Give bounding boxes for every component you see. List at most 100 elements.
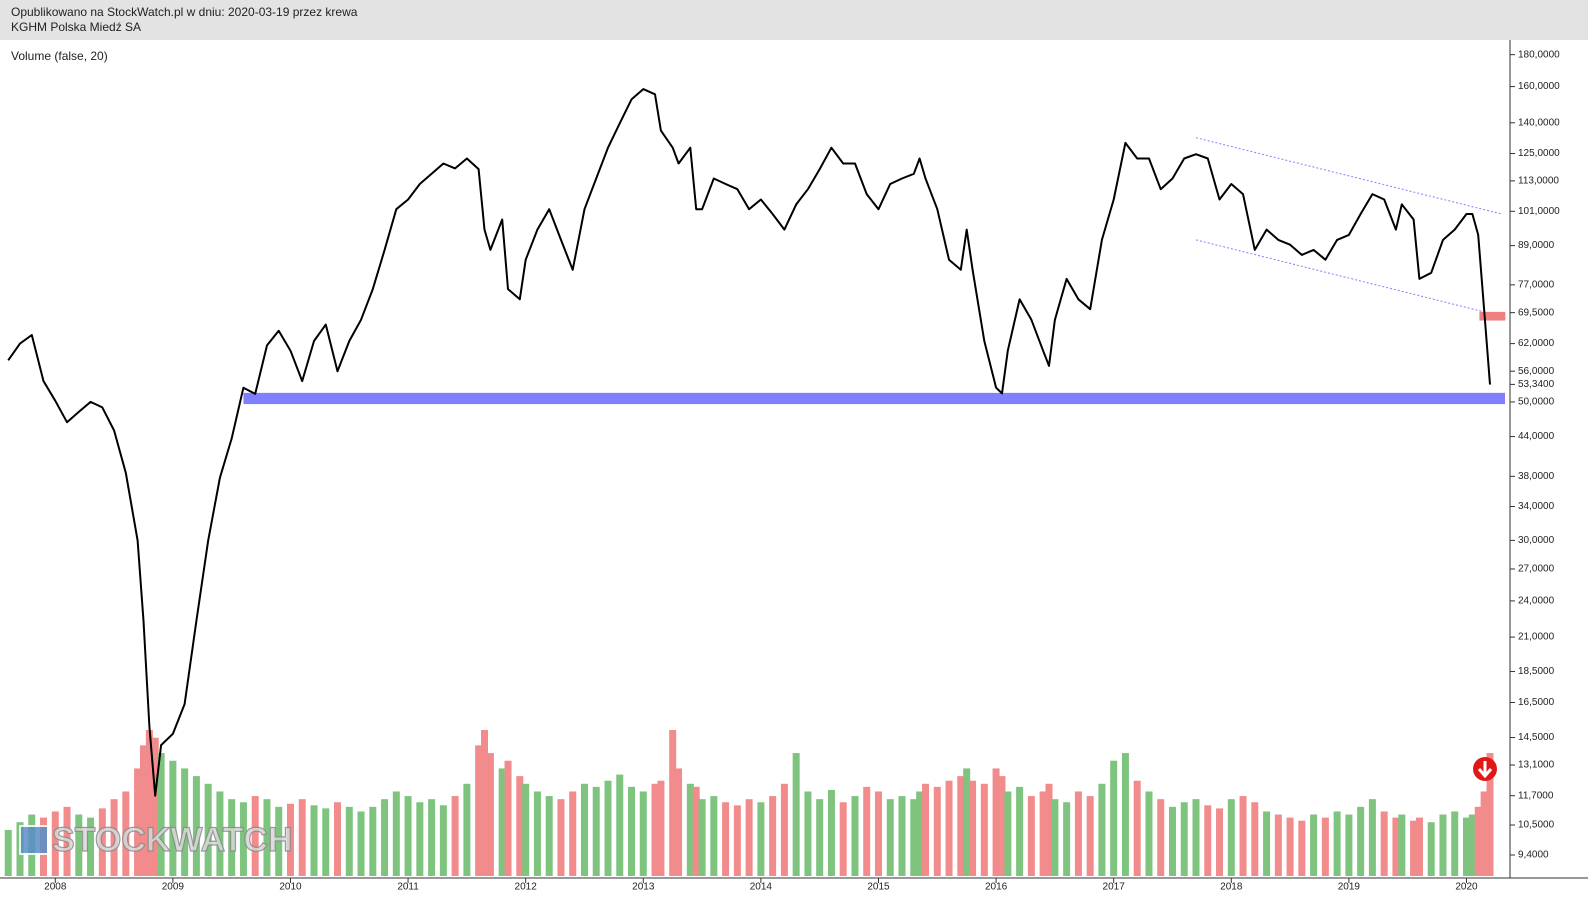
y-tick-label: 77,0000 bbox=[1518, 280, 1555, 291]
volume-bar bbox=[504, 760, 512, 876]
volume-bar bbox=[98, 808, 106, 876]
header-bar bbox=[0, 0, 1588, 40]
volume-bar bbox=[916, 791, 924, 876]
x-tick-label: 2019 bbox=[1338, 882, 1361, 893]
volume-bar bbox=[827, 789, 835, 876]
support-zone bbox=[243, 392, 1506, 405]
volume-bar bbox=[451, 796, 459, 876]
y-tick-label: 53,3400 bbox=[1518, 379, 1555, 390]
volume-bar bbox=[733, 805, 741, 876]
volume-bar bbox=[1263, 811, 1271, 876]
y-tick-label: 140,0000 bbox=[1518, 117, 1560, 128]
price-line bbox=[7, 88, 1491, 797]
volume-bar bbox=[998, 776, 1006, 876]
volume-bar bbox=[145, 730, 153, 876]
volume-bar bbox=[1133, 780, 1141, 876]
volume-bar bbox=[604, 780, 612, 876]
x-tick-label: 2015 bbox=[867, 882, 890, 893]
volume-bar bbox=[1462, 817, 1470, 876]
volume-bar bbox=[357, 811, 365, 876]
volume-bar bbox=[1368, 799, 1376, 876]
volume-bar bbox=[1110, 760, 1118, 876]
volume-bar bbox=[1298, 820, 1306, 876]
volume-bar bbox=[204, 783, 212, 876]
volume-bar bbox=[651, 783, 659, 876]
volume-bar bbox=[1345, 814, 1353, 876]
indicator-label: Volume (false, 20) bbox=[11, 49, 108, 63]
volume-bar bbox=[522, 783, 530, 876]
y-tick-label: 125,0000 bbox=[1518, 148, 1560, 159]
volume-bar bbox=[698, 799, 706, 876]
volume-bar bbox=[122, 791, 130, 876]
y-tick-label: 113,0000 bbox=[1518, 176, 1559, 187]
volume-bar bbox=[710, 796, 718, 876]
volume-bar bbox=[475, 745, 483, 876]
volume-bar bbox=[1251, 802, 1259, 876]
volume-bar bbox=[933, 786, 941, 876]
x-tick-label: 2020 bbox=[1455, 882, 1478, 893]
volume-bar bbox=[669, 730, 677, 876]
y-tick-label: 38,0000 bbox=[1518, 471, 1555, 482]
source-note: Opublikowano na StockWatch.pl w dniu: 20… bbox=[11, 5, 358, 19]
volume-bar bbox=[1045, 783, 1053, 876]
volume-bar bbox=[1027, 796, 1035, 876]
y-tick-label: 27,0000 bbox=[1518, 564, 1555, 575]
volume-bar bbox=[75, 814, 83, 876]
volume-bar bbox=[545, 796, 553, 876]
volume-bar bbox=[580, 783, 588, 876]
price-marker bbox=[1479, 311, 1506, 321]
volume-bar bbox=[1357, 806, 1365, 876]
volume-bar bbox=[957, 776, 965, 876]
y-tick-label: 30,0000 bbox=[1518, 535, 1555, 546]
volume-bar bbox=[181, 768, 189, 876]
volume-bar bbox=[886, 799, 894, 876]
volume-bar bbox=[1098, 783, 1106, 876]
volume-bar bbox=[1321, 817, 1329, 876]
volume-bar bbox=[533, 791, 541, 876]
y-tick-label: 101,0000 bbox=[1518, 206, 1560, 217]
y-tick-label: 21,0000 bbox=[1518, 632, 1555, 643]
volume-bar bbox=[1310, 814, 1318, 876]
y-tick-label: 160,0000 bbox=[1518, 81, 1560, 92]
volume-bar bbox=[298, 799, 306, 876]
y-tick-label: 50,0000 bbox=[1518, 397, 1555, 408]
volume-bar bbox=[592, 786, 600, 876]
volume-bar bbox=[675, 768, 683, 876]
volume-bar bbox=[1439, 814, 1447, 876]
volume-bar bbox=[898, 796, 906, 876]
volume-bar bbox=[839, 802, 847, 876]
y-tick-label: 16,5000 bbox=[1518, 697, 1555, 708]
volume-bar bbox=[151, 737, 159, 876]
volume-bar bbox=[910, 799, 918, 876]
volume-bar bbox=[616, 774, 624, 876]
volume-bar bbox=[239, 802, 247, 876]
alert-icon bbox=[1473, 757, 1497, 781]
volume-bar bbox=[87, 817, 95, 876]
volume-bar bbox=[1286, 817, 1294, 876]
volume-bar bbox=[1274, 814, 1282, 876]
volume-bar bbox=[1063, 802, 1071, 876]
y-tick-label: 69,5000 bbox=[1518, 307, 1555, 318]
volume-bar bbox=[1333, 811, 1341, 876]
volume-bar bbox=[192, 776, 200, 876]
volume-bar bbox=[1468, 814, 1476, 876]
volume-bar bbox=[498, 768, 506, 876]
channel-line bbox=[1195, 239, 1485, 313]
volume-bar bbox=[1145, 791, 1153, 876]
watermark: STOCKWATCH bbox=[19, 820, 293, 860]
volume-bar bbox=[792, 753, 800, 876]
volume-bar bbox=[1180, 802, 1188, 876]
volume-bar bbox=[639, 791, 647, 876]
price-layer bbox=[7, 88, 1506, 797]
x-tick-label: 2014 bbox=[750, 882, 773, 893]
volume-bar bbox=[516, 776, 524, 876]
watermark-icon bbox=[19, 825, 49, 855]
volume-bar bbox=[381, 799, 389, 876]
volume-bar bbox=[334, 802, 342, 876]
y-tick-label: 11,7000 bbox=[1518, 790, 1554, 801]
volume-bar bbox=[369, 806, 377, 876]
y-tick-label: 13,1000 bbox=[1518, 760, 1555, 771]
volume-bar bbox=[345, 806, 353, 876]
x-tick-label: 2018 bbox=[1220, 882, 1243, 893]
y-tick-label: 24,0000 bbox=[1518, 596, 1555, 607]
